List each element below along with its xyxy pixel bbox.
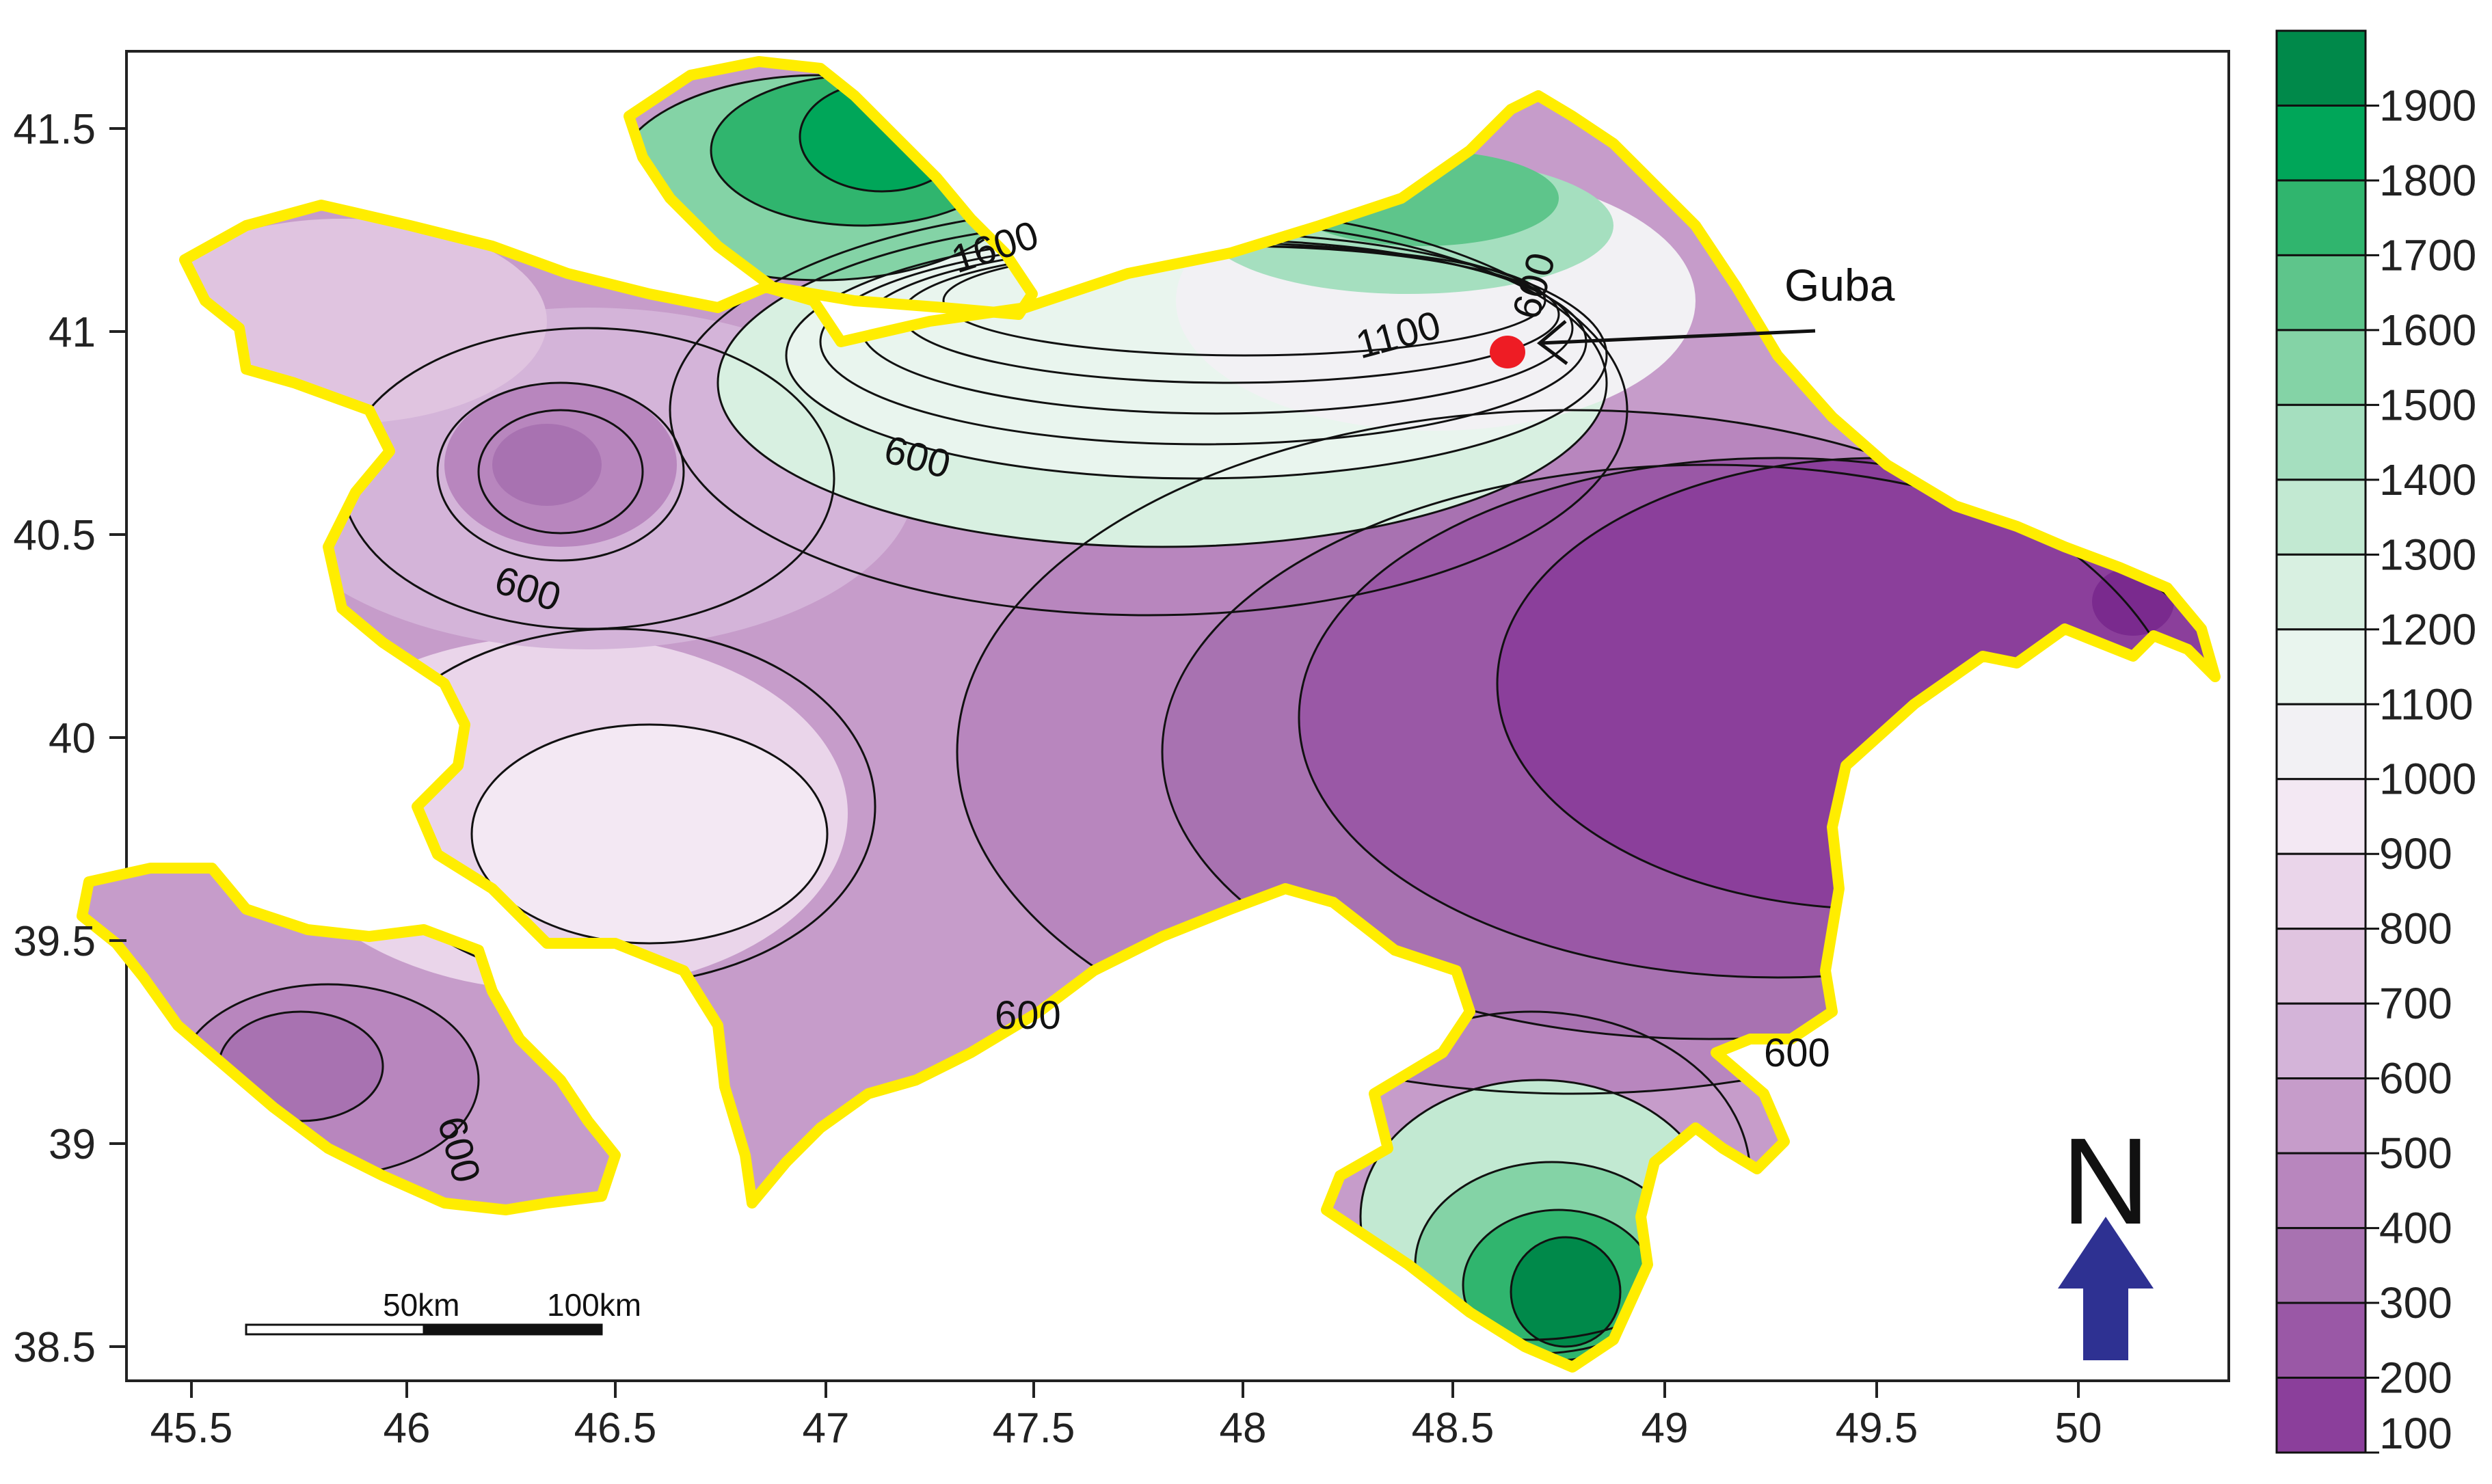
x-tick-label: 46.5 — [574, 1405, 657, 1452]
north-arrow: N — [2058, 1113, 2154, 1360]
legend-swatch — [2275, 1077, 2367, 1155]
x-tick-label: 48.5 — [1412, 1405, 1495, 1452]
x-tick-label: 47.5 — [993, 1405, 1075, 1452]
x-tick-label: 48 — [1220, 1405, 1267, 1452]
x-tick-label: 49.5 — [1836, 1405, 1918, 1452]
legend-label: 500 — [2379, 1129, 2452, 1178]
guba-annotation: Guba — [1490, 260, 1895, 368]
x-tick-label: 49 — [1642, 1405, 1689, 1452]
legend-swatch — [2275, 1301, 2367, 1379]
legend-label: 1500 — [2379, 380, 2476, 429]
precipitation-field — [82, 62, 2215, 1367]
legend-swatch — [2275, 703, 2367, 781]
legend-label: 1200 — [2379, 605, 2476, 654]
legend-label: 1800 — [2379, 156, 2476, 205]
legend-label: 600 — [2379, 1054, 2452, 1103]
legend-swatch — [2275, 29, 2367, 107]
x-tick-label: 45.5 — [150, 1405, 233, 1452]
legend-label: 300 — [2379, 1278, 2452, 1327]
legend-swatch — [2275, 1377, 2367, 1454]
scale-bar-label: 50km — [383, 1287, 459, 1323]
legend-swatch — [2275, 329, 2367, 406]
scale-bar-segment — [245, 1323, 425, 1336]
legend-label: 100 — [2379, 1409, 2452, 1458]
legend-swatch — [2275, 553, 2367, 631]
legend-label: 1400 — [2379, 455, 2476, 504]
y-tick-label: 41.5 — [13, 106, 96, 153]
guba-marker — [1490, 336, 1525, 368]
contour-label: 600 — [995, 993, 1061, 1038]
scale-bar-segment — [423, 1323, 603, 1336]
legend-swatch — [2275, 403, 2367, 481]
contour-label: 600 — [1764, 1031, 1830, 1075]
legend-label: 400 — [2379, 1204, 2452, 1253]
guba-arrow-head — [1536, 320, 1568, 365]
legend-label: 900 — [2379, 829, 2452, 878]
legend-label: 1700 — [2379, 230, 2476, 280]
guba-arrow-line — [1539, 329, 1816, 345]
y-tick-label: 41 — [49, 309, 96, 356]
legend-swatch — [2275, 928, 2367, 1005]
north-arrow-icon — [2058, 1217, 2154, 1360]
legend-label: 1600 — [2379, 306, 2476, 355]
legend-swatch — [2275, 628, 2367, 705]
x-tick-label: 50 — [2055, 1405, 2102, 1452]
y-tick-label: 39 — [49, 1121, 96, 1168]
legend-label: 1000 — [2379, 755, 2476, 804]
scale-bar-label: 100km — [547, 1287, 641, 1323]
y-tick-label: 39.5 — [13, 918, 96, 965]
legend-swatch — [2275, 478, 2367, 556]
x-tick-label: 46 — [384, 1405, 431, 1452]
y-tick-label: 40 — [49, 715, 96, 762]
legend-swatch — [2275, 778, 2367, 855]
scale-bar: 50km 100km — [245, 1287, 641, 1336]
legend-label: 1300 — [2379, 530, 2476, 579]
legend-swatch — [2275, 104, 2367, 182]
legend-label: 1100 — [2379, 679, 2474, 729]
legend-label: 800 — [2379, 904, 2452, 954]
legend-swatch — [2275, 1152, 2367, 1230]
legend-swatch — [2275, 852, 2367, 930]
y-axis: 41.5 41 40.5 40 39.5 39 38.5 — [13, 106, 126, 1371]
legend: 1900 1800 1700 1600 1500 1400 1300 1200 1100 1000… — [2275, 29, 2476, 1458]
guba-label: Guba — [1784, 260, 1895, 310]
legend-label: 1900 — [2379, 81, 2476, 130]
y-tick-label: 40.5 — [13, 512, 96, 559]
x-axis: 45.5 46 46.5 47 47.5 48 48.5 49 49.5 50 — [150, 1381, 2102, 1452]
legend-swatch — [2275, 1002, 2367, 1080]
legend-swatch — [2275, 179, 2367, 256]
x-tick-label: 47 — [803, 1405, 850, 1452]
y-tick-label: 38.5 — [13, 1324, 96, 1371]
legend-label: 700 — [2379, 979, 2452, 1028]
legend-label: 200 — [2379, 1353, 2452, 1403]
legend-swatch — [2275, 1227, 2367, 1304]
legend-swatch — [2275, 254, 2367, 332]
